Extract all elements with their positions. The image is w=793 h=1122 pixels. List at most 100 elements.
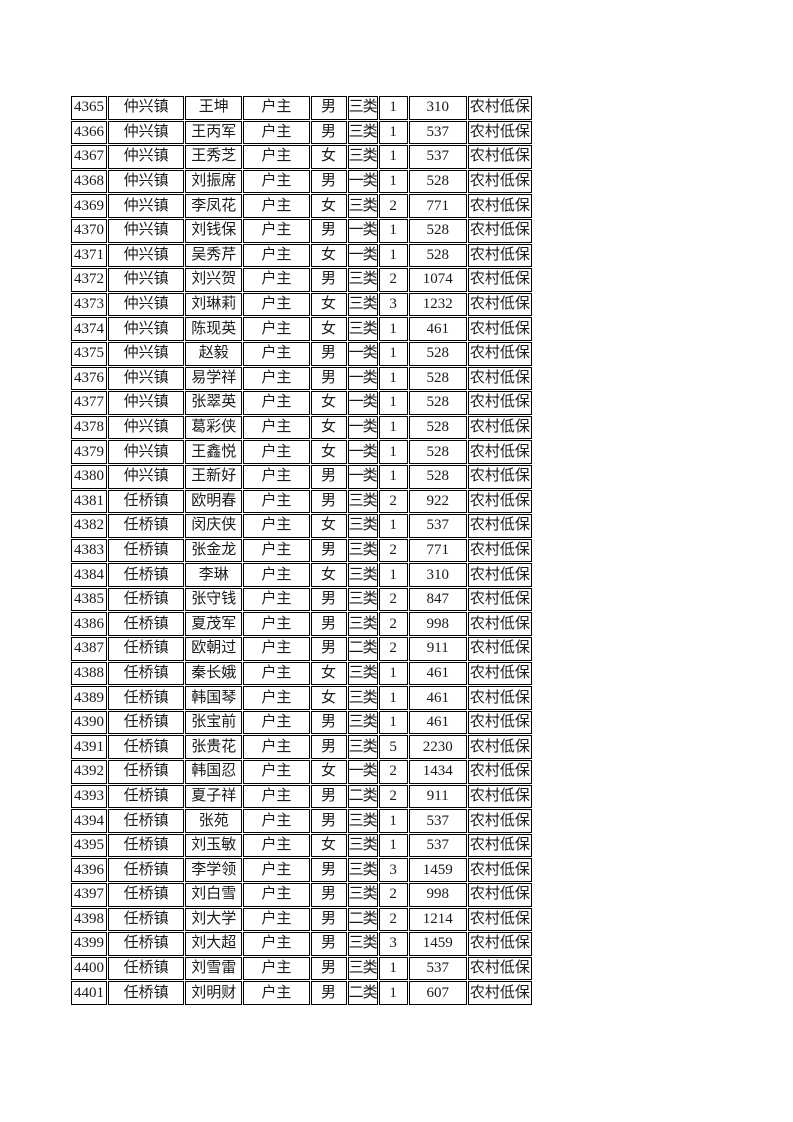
cell-program: 农村低保 [467, 883, 532, 907]
cell-name: 韩国忍 [185, 760, 243, 784]
cell-name: 刘兴贺 [185, 268, 243, 292]
cell-relation: 户主 [243, 661, 310, 686]
cell-category: 一类 [347, 218, 378, 243]
cell-amount: 911 [408, 784, 467, 809]
cell-program: 农村低保 [467, 341, 532, 366]
cell-category: 三类 [347, 292, 378, 317]
cell-serial: 4380 [71, 464, 108, 489]
cell-relation: 户主 [243, 194, 310, 218]
cell-gender: 男 [310, 96, 347, 120]
cell-amount: 998 [408, 883, 467, 907]
cell-amount: 528 [408, 169, 467, 194]
cell-relation: 户主 [243, 218, 310, 243]
cell-name: 刘白雪 [185, 883, 243, 907]
cell-name: 葛彩侠 [185, 415, 243, 440]
cell-amount: 310 [408, 563, 467, 587]
cell-persons: 3 [378, 932, 408, 956]
table-row: 4395 任桥镇 刘玉敏 户主女三类 1 537 农村低保 [71, 833, 532, 858]
cell-gender: 女 [310, 391, 347, 415]
cell-town: 任桥镇 [108, 612, 185, 637]
cell-amount: 537 [408, 833, 467, 858]
cell-town: 仲兴镇 [108, 120, 185, 145]
cell-category: 三类 [347, 96, 378, 120]
cell-relation: 户主 [243, 366, 310, 391]
cell-relation: 户主 [243, 710, 310, 735]
cell-town: 仲兴镇 [108, 341, 185, 366]
cell-program: 农村低保 [467, 760, 532, 784]
cell-relation: 户主 [243, 415, 310, 440]
cell-program: 农村低保 [467, 686, 532, 710]
table-row: 4370 仲兴镇 刘钱保 户主男一类 1 528 农村低保 [71, 218, 532, 243]
cell-gender: 女 [310, 760, 347, 784]
cell-serial: 4388 [71, 661, 108, 686]
table-row: 4387 任桥镇 欧朝过 户主男二类 2 911 农村低保 [71, 637, 532, 661]
cell-serial: 4385 [71, 587, 108, 612]
cell-relation: 户主 [243, 784, 310, 809]
table-row: 4391 任桥镇 张贵花 户主男三类 5 2230 农村低保 [71, 735, 532, 760]
cell-program: 农村低保 [467, 538, 532, 563]
cell-category: 二类 [347, 637, 378, 661]
cell-persons: 2 [378, 268, 408, 292]
cell-program: 农村低保 [467, 169, 532, 194]
cell-category: 三类 [347, 833, 378, 858]
cell-persons: 1 [378, 440, 408, 464]
cell-persons: 1 [378, 317, 408, 341]
cell-relation: 户主 [243, 809, 310, 833]
table-row: 4366 仲兴镇 王丙军 户主男三类 1 537 农村低保 [71, 120, 532, 145]
cell-persons: 2 [378, 784, 408, 809]
cell-name: 刘振席 [185, 169, 243, 194]
cell-town: 任桥镇 [108, 907, 185, 932]
cell-program: 农村低保 [467, 391, 532, 415]
cell-gender: 女 [310, 415, 347, 440]
table-row: 4368 仲兴镇 刘振席 户主男一类 1 528 农村低保 [71, 169, 532, 194]
cell-program: 农村低保 [467, 415, 532, 440]
cell-amount: 528 [408, 243, 467, 268]
cell-amount: 2230 [408, 735, 467, 760]
cell-name: 欧朝过 [185, 637, 243, 661]
cell-relation: 户主 [243, 538, 310, 563]
cell-category: 三类 [347, 809, 378, 833]
cell-amount: 1459 [408, 858, 467, 882]
cell-category: 三类 [347, 661, 378, 686]
cell-persons: 1 [378, 366, 408, 391]
cell-category: 一类 [347, 169, 378, 194]
cell-category: 三类 [347, 735, 378, 760]
cell-relation: 户主 [243, 341, 310, 366]
cell-relation: 户主 [243, 932, 310, 956]
cell-amount: 528 [408, 415, 467, 440]
cell-serial: 4393 [71, 784, 108, 809]
cell-category: 一类 [347, 341, 378, 366]
table-row: 4374 仲兴镇 陈现英 户主女三类 1 461 农村低保 [71, 317, 532, 341]
cell-name: 张翠英 [185, 391, 243, 415]
cell-persons: 1 [378, 169, 408, 194]
cell-gender: 男 [310, 710, 347, 735]
table-row: 4379 仲兴镇 王鑫悦 户主女一类 1 528 农村低保 [71, 440, 532, 464]
cell-persons: 1 [378, 563, 408, 587]
cell-serial: 4387 [71, 637, 108, 661]
cell-persons: 2 [378, 883, 408, 907]
cell-relation: 户主 [243, 760, 310, 784]
cell-amount: 537 [408, 120, 467, 145]
cell-persons: 2 [378, 760, 408, 784]
cell-amount: 528 [408, 391, 467, 415]
cell-gender: 男 [310, 169, 347, 194]
cell-amount: 771 [408, 194, 467, 218]
cell-serial: 4375 [71, 341, 108, 366]
cell-persons: 1 [378, 661, 408, 686]
cell-persons: 1 [378, 833, 408, 858]
cell-town: 任桥镇 [108, 587, 185, 612]
cell-relation: 户主 [243, 292, 310, 317]
cell-category: 三类 [347, 538, 378, 563]
cell-program: 农村低保 [467, 661, 532, 686]
table-row: 4388 任桥镇 秦长娥 户主女三类 1 461 农村低保 [71, 661, 532, 686]
table-body: 4365 仲兴镇 王坤 户主男三类 1 310 农村低保 4366 仲兴镇 王丙军 户主男三类 1 53… [71, 96, 532, 1005]
cell-amount: 528 [408, 341, 467, 366]
cell-category: 三类 [347, 710, 378, 735]
cell-town: 任桥镇 [108, 956, 185, 981]
cell-relation: 户主 [243, 268, 310, 292]
cell-persons: 1 [378, 809, 408, 833]
cell-town: 仲兴镇 [108, 464, 185, 489]
cell-program: 农村低保 [467, 710, 532, 735]
cell-persons: 1 [378, 686, 408, 710]
